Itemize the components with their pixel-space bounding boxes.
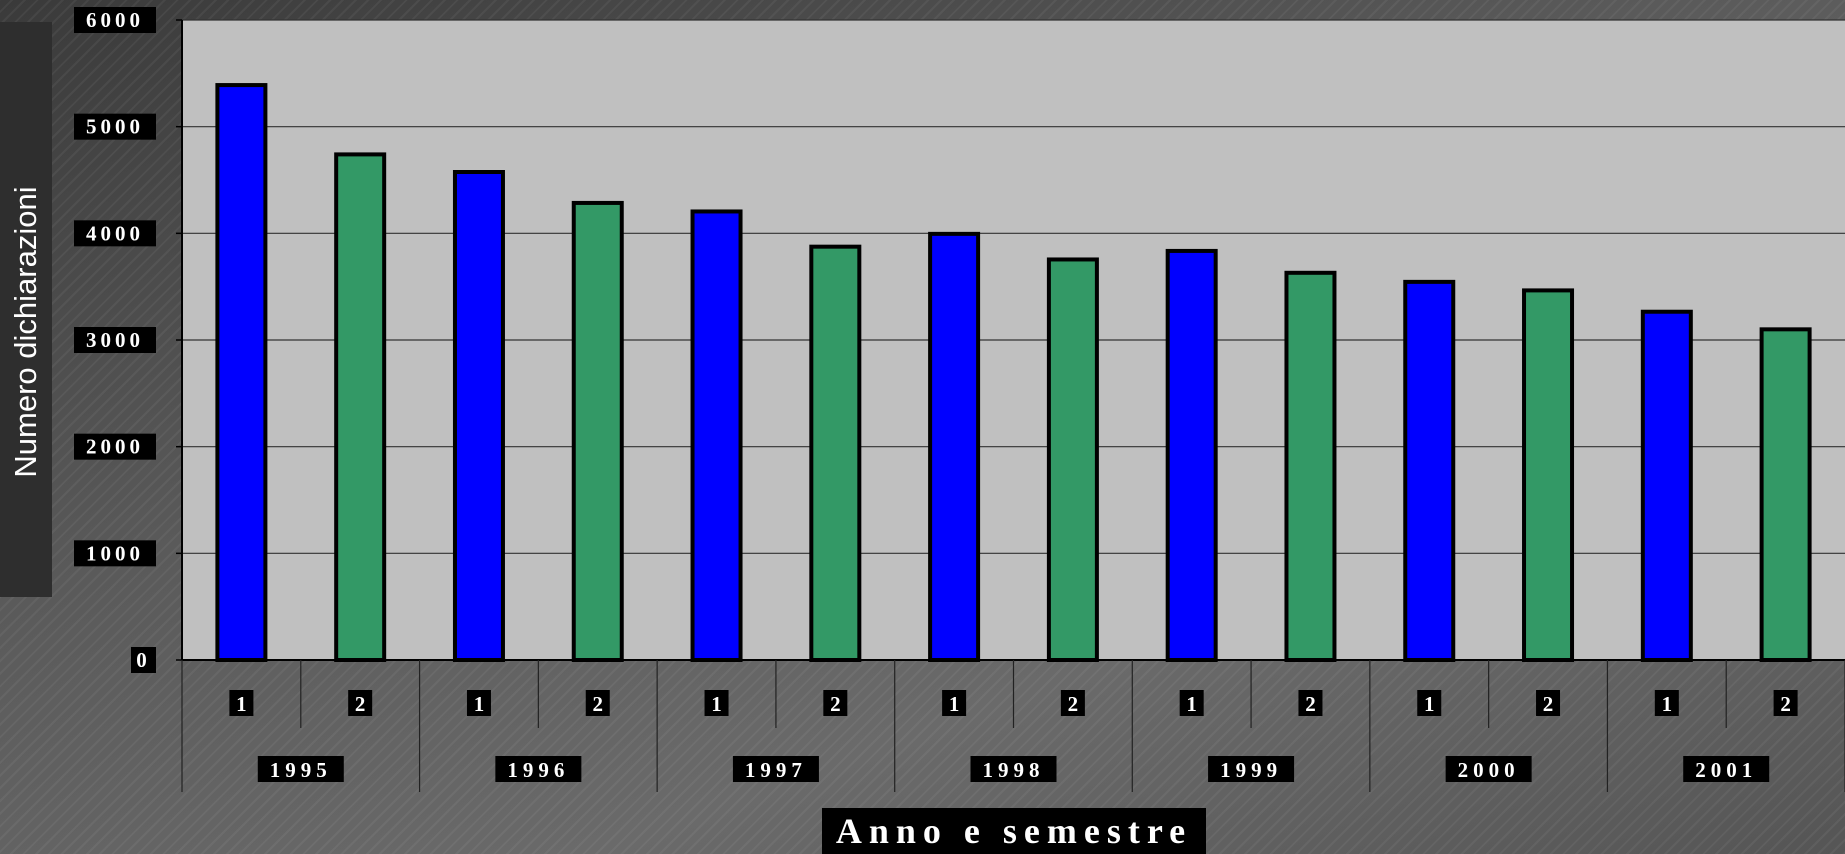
semester-label: 1 (1662, 692, 1673, 716)
y-tick-label: 1000 (86, 541, 144, 565)
semester-label: 1 (949, 692, 960, 716)
year-label: 1998 (983, 758, 1045, 782)
y-tick-label-box (74, 433, 156, 460)
bar (1165, 248, 1218, 663)
bar (928, 231, 981, 662)
bar (571, 200, 624, 663)
year-label: 1995 (270, 758, 332, 782)
bar (690, 209, 743, 662)
y-tick-label-box (74, 113, 156, 140)
year-label-box (257, 756, 344, 782)
year-label-box (732, 756, 819, 782)
year-label: 2000 (1458, 758, 1520, 782)
semester-label-box (466, 690, 491, 716)
y-tick-label: 6000 (86, 8, 144, 32)
semester-label-box (1298, 690, 1323, 716)
y-tick-label-box (74, 7, 156, 33)
semester-label: 1 (1186, 692, 1197, 716)
semester-label: 2 (1543, 692, 1554, 716)
semester-label: 1 (1424, 692, 1435, 716)
year-label-box (1683, 756, 1770, 782)
semester-label-box (1179, 690, 1204, 716)
semester-label-box (229, 690, 254, 716)
bar (1284, 270, 1337, 662)
x-axis-title-box: Anno e semestre (822, 808, 1206, 854)
semester-label: 2 (1305, 692, 1316, 716)
semester-label-box (823, 690, 848, 716)
bar (809, 244, 862, 663)
year-label: 1996 (507, 758, 569, 782)
semester-label: 2 (1068, 692, 1079, 716)
year-label: 1999 (1220, 758, 1282, 782)
bar (452, 170, 505, 662)
y-tick-label: 5000 (86, 115, 144, 139)
semester-label-box (348, 690, 373, 716)
x-axis-title: Anno e semestre (835, 811, 1193, 851)
semester-label: 1 (236, 692, 247, 716)
bar (1759, 327, 1812, 662)
year-label-box (1208, 756, 1295, 782)
bar (1403, 279, 1456, 662)
year-label-box (1445, 756, 1532, 782)
y-axis-title-box: Numero dichiarazioni (0, 22, 52, 597)
bar (215, 83, 268, 663)
bar (1046, 257, 1099, 662)
year-label: 1997 (745, 758, 807, 782)
y-tick-label-box (74, 327, 156, 353)
semester-label: 1 (474, 692, 485, 716)
semester-label-box (1417, 690, 1442, 716)
bar (334, 152, 387, 662)
semester-label-box (942, 690, 967, 716)
semester-label-box (1654, 690, 1679, 716)
year-label-box (495, 756, 582, 782)
year-label-box (970, 756, 1057, 782)
semester-label: 2 (1780, 692, 1791, 716)
semester-label: 2 (355, 692, 366, 716)
semester-label-box (1773, 690, 1798, 716)
y-tick-label-box (74, 220, 156, 247)
y-tick-label: 4000 (86, 221, 144, 245)
y-tick-label: 0 (136, 648, 151, 672)
semester-label: 2 (830, 692, 841, 716)
bar (1640, 309, 1693, 662)
year-label: 2001 (1695, 758, 1757, 782)
semester-label-box (704, 690, 729, 716)
semester-label-box (585, 690, 610, 716)
semester-label-box (1536, 690, 1561, 716)
y-tick-label-box (74, 540, 156, 567)
semester-label: 2 (593, 692, 604, 716)
y-tick-label: 3000 (86, 328, 144, 352)
y-tick-label-box (131, 647, 156, 673)
y-tick-label: 2000 (86, 435, 144, 459)
y-axis-title: Numero dichiarazioni (8, 186, 43, 478)
semester-label: 1 (711, 692, 722, 716)
semester-label-box (1060, 690, 1085, 716)
bar (1522, 288, 1575, 662)
